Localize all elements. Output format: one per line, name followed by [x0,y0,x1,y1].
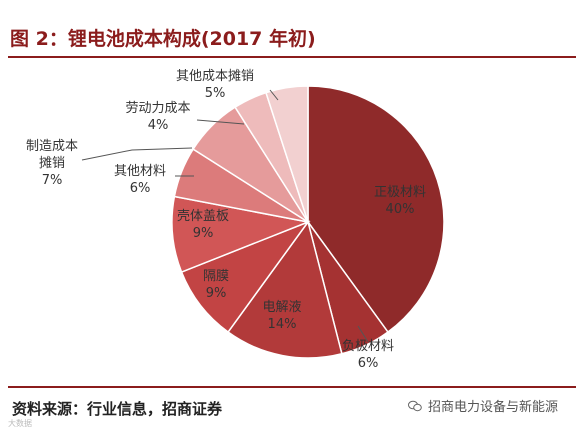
source-note: 资料来源：行业信息，招商证券 [12,400,223,418]
leader-line [196,119,245,125]
slice-value-label: 14% [268,317,297,332]
slice-value-label: 5% [205,86,226,101]
slice-value-label: 9% [193,226,214,241]
pie-slice [265,85,309,223]
slice-label: 其他材料 [114,164,166,179]
slice-label: 电解液 [262,300,301,315]
slice-label: 负极材料 [342,339,394,354]
leader-line [269,89,279,101]
wechat-account-name: 招商电力设备与新能源 [428,400,559,415]
pie-slice [227,220,343,359]
slice-label: 制造成本摊销 [26,139,78,171]
slice-value-label: 9% [206,286,227,301]
slice-value-label: 6% [358,356,379,371]
pie-slice [307,85,445,334]
wechat-account: 招商电力设备与新能源 [408,396,558,415]
leader-line [81,147,193,161]
slice-value-label: 4% [148,118,169,133]
leader-line [357,325,369,343]
chart-title: 图 2：锂电池成本构成(2017 年初) [10,28,316,50]
slice-label: 隔膜 [203,269,229,284]
watermark: 大数据 [8,419,32,428]
slice-label: 劳动力成本 [125,100,190,116]
slice-label: 壳体盖板 [177,209,229,224]
slice-label: 正极材料 [374,185,426,200]
slice-value-label: 6% [130,181,151,196]
slice-label: 其他成本摊销 [176,69,254,84]
wechat-icon [408,400,422,412]
title-divider [8,56,576,58]
slice-value-label: 40% [386,202,415,217]
slice-value-label: 7% [42,173,63,188]
source-divider [8,386,576,388]
